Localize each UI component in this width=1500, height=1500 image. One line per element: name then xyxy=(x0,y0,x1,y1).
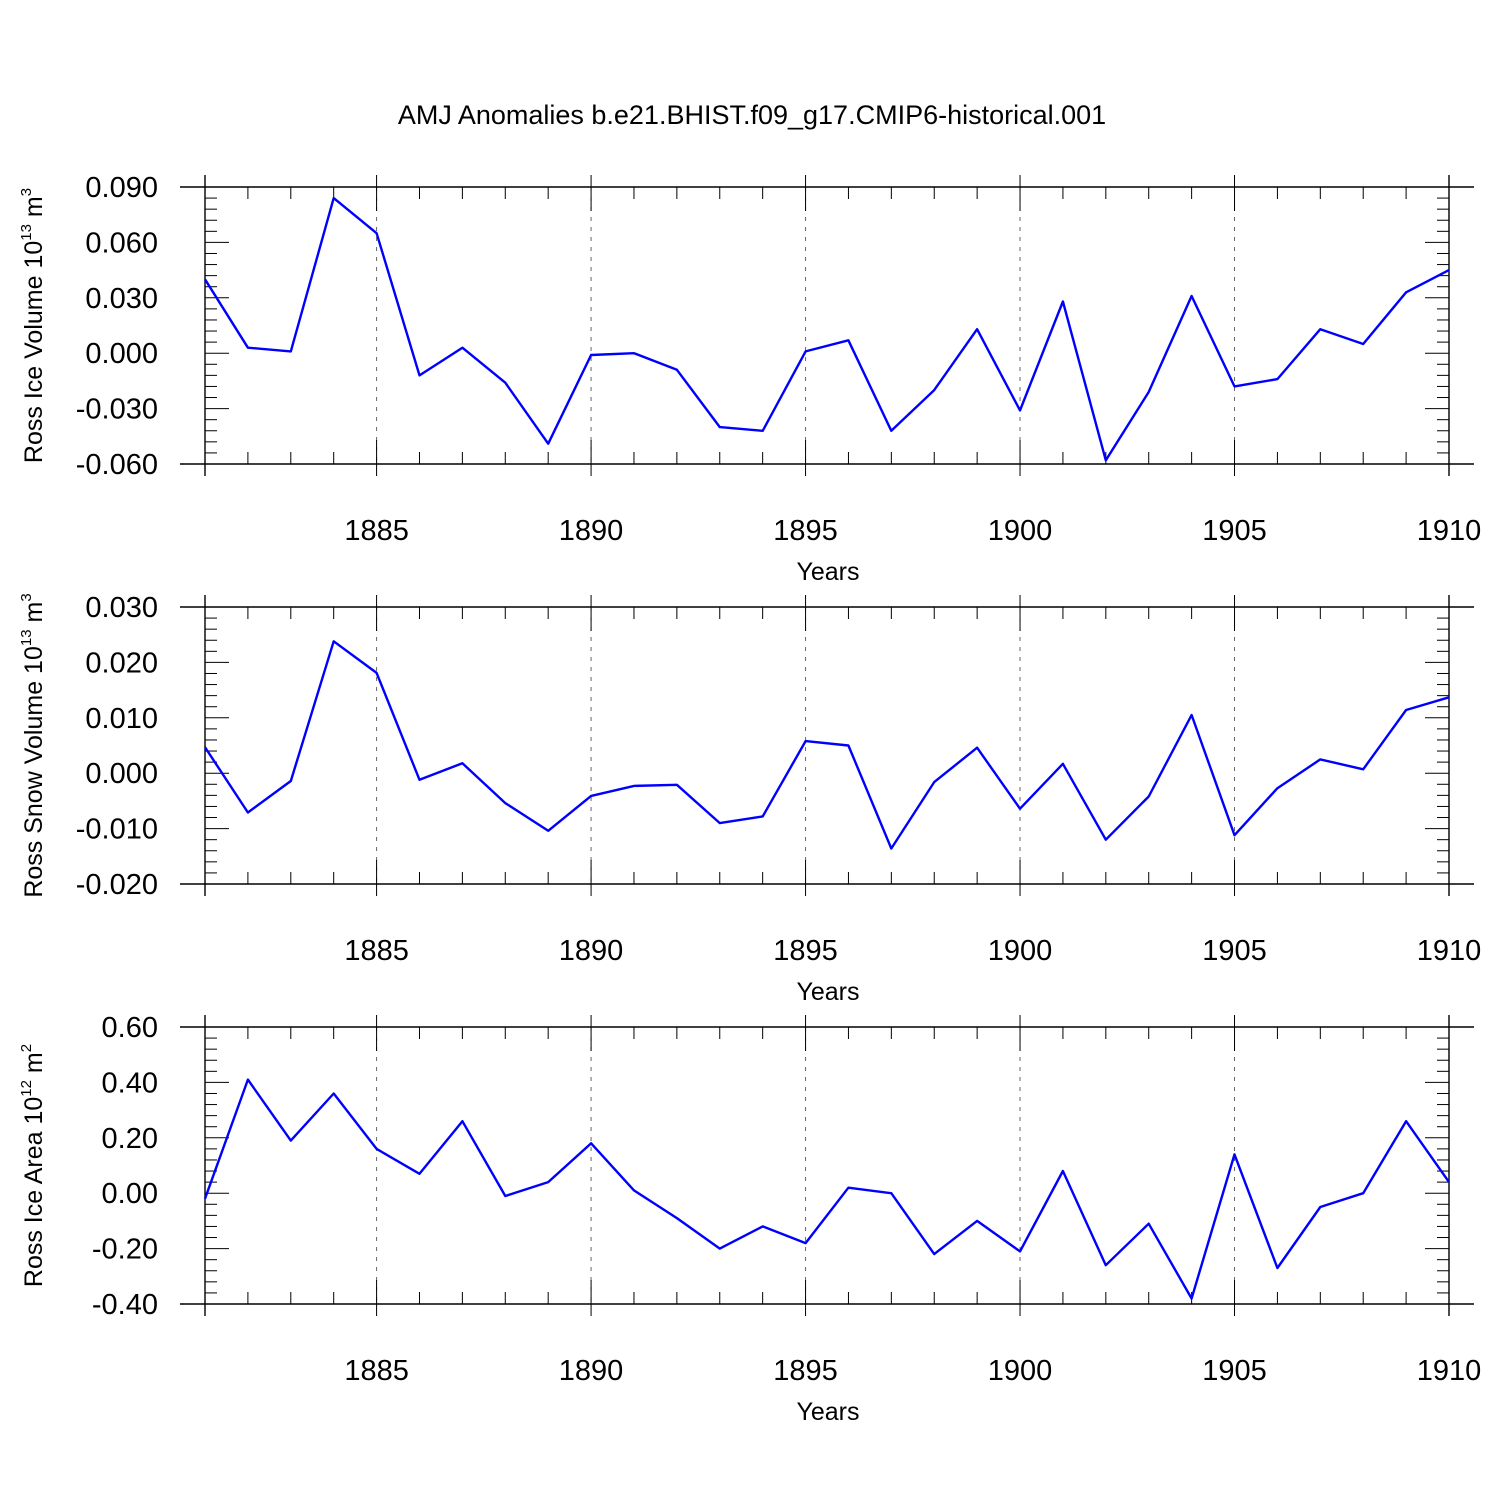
y-tick-label: -0.20 xyxy=(92,1234,158,1266)
panel-1: -0.060 -0.030 0.000 0.030 0.060 0.090 1885 1890… xyxy=(18,172,1481,586)
x-axis-label: Years xyxy=(796,1398,859,1426)
panel-2: -0.020 -0.010 0.000 0.010 0.020 0.030 1885 1890… xyxy=(18,592,1481,1006)
y-axis-label-ylabel-exp: 12 xyxy=(18,1080,35,1097)
x-tick-label: 1890 xyxy=(559,935,624,967)
y-tick-label: 0.030 xyxy=(85,592,158,624)
y-axis-label-ylabel-unit-exp: 3 xyxy=(18,593,35,601)
y-axis-label: Ross Snow Volume 1013 m3 xyxy=(18,593,48,897)
y-axis-label-ylabel-exp: 13 xyxy=(18,224,35,241)
x-axis-label: Years xyxy=(796,978,859,1006)
y-axis-label-ylabel: Ross Ice Area 10 xyxy=(20,1097,48,1287)
x-tick-label: 1900 xyxy=(988,515,1053,547)
y-tick-label: 0.000 xyxy=(85,338,158,370)
y-tick-label: -0.40 xyxy=(92,1289,158,1321)
series-line xyxy=(203,196,1450,462)
x-tick-label: 1905 xyxy=(1202,935,1267,967)
x-tick-label: 1905 xyxy=(1202,515,1267,547)
y-tick-label: 0.40 xyxy=(102,1067,158,1099)
y-tick-label: 0.000 xyxy=(85,758,158,790)
x-tick-label: 1885 xyxy=(344,515,409,547)
x-tick-label: 1890 xyxy=(559,515,624,547)
y-tick-label: 0.20 xyxy=(102,1123,158,1155)
y-tick-label: 0.060 xyxy=(85,227,158,259)
y-tick-label: 0.60 xyxy=(102,1012,158,1044)
y-axis-label: Ross Ice Volume 1013 m3 xyxy=(18,188,48,463)
x-tick-label: 1890 xyxy=(559,1355,624,1387)
x-tick-label: 1900 xyxy=(988,935,1053,967)
x-tick-label: 1910 xyxy=(1417,935,1482,967)
y-tick-label: 0.090 xyxy=(85,172,158,204)
y-axis-label-ylabel: Ross Ice Volume 10 xyxy=(20,241,48,463)
x-tick-label: 1910 xyxy=(1417,515,1482,547)
chart-title: AMJ Anomalies b.e21.BHIST.f09_g17.CMIP6-… xyxy=(398,100,1106,130)
series-line xyxy=(203,640,1450,850)
y-axis-label: Ross Ice Area 1012 m2 xyxy=(18,1044,48,1287)
y-tick-label: -0.030 xyxy=(76,394,158,426)
x-tick-label: 1910 xyxy=(1417,1355,1482,1387)
y-tick-label: 0.020 xyxy=(85,647,158,679)
y-tick-label: 0.00 xyxy=(102,1178,158,1210)
x-tick-label: 1905 xyxy=(1202,1355,1267,1387)
y-axis-label-ylabel-unit-exp: 2 xyxy=(18,1044,35,1052)
x-tick-label: 1900 xyxy=(988,1355,1053,1387)
y-tick-label: -0.060 xyxy=(76,449,158,481)
y-axis-label-ylabel-unit-exp: 3 xyxy=(18,188,35,196)
y-tick-label: 0.010 xyxy=(85,703,158,735)
x-tick-label: 1885 xyxy=(344,1355,409,1387)
panel-3: -0.40 -0.20 0.00 0.20 0.40 0.60 1885 1890 1895 19… xyxy=(18,1012,1481,1426)
y-axis-label-ylabel-unit: m xyxy=(20,1052,48,1080)
y-axis-label-ylabel: Ross Snow Volume 10 xyxy=(20,646,48,898)
y-axis-label-ylabel-unit: m xyxy=(20,602,48,630)
y-tick-label: 0.030 xyxy=(85,283,158,315)
y-tick-label: -0.020 xyxy=(76,869,158,901)
y-axis-label-ylabel-unit: m xyxy=(20,196,48,224)
x-tick-label: 1895 xyxy=(773,515,838,547)
series-line xyxy=(203,1078,1450,1300)
y-tick-label: -0.010 xyxy=(76,814,158,846)
x-tick-label: 1895 xyxy=(773,1355,838,1387)
x-axis-label: Years xyxy=(796,558,859,586)
y-axis-label-ylabel-exp: 13 xyxy=(18,629,35,646)
x-tick-label: 1885 xyxy=(344,935,409,967)
x-tick-label: 1895 xyxy=(773,935,838,967)
